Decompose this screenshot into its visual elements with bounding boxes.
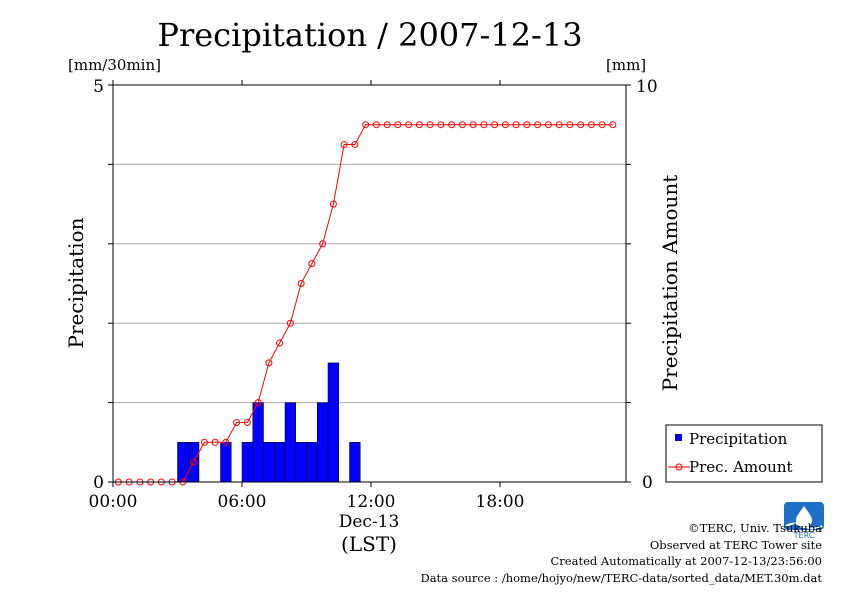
amount-marker xyxy=(523,121,531,129)
gridlines xyxy=(113,163,626,404)
amount-marker xyxy=(308,260,316,268)
precipitation-bar xyxy=(284,402,296,483)
amount-marker xyxy=(405,121,413,129)
amount-marker xyxy=(458,121,466,129)
amount-marker xyxy=(351,141,359,149)
amount-marker xyxy=(437,121,445,129)
precipitation-bar xyxy=(220,442,232,483)
credit-observed: Observed at TERC Tower site xyxy=(649,537,822,552)
x-axis-title: (LST) xyxy=(341,532,397,556)
amount-marker xyxy=(329,200,337,208)
amount-marker xyxy=(587,121,595,129)
amount-marker xyxy=(448,121,456,129)
axis-ticks xyxy=(108,80,631,487)
precipitation-bar xyxy=(274,442,286,483)
x-tick-label: 00:00 xyxy=(89,492,138,512)
precipitation-bar xyxy=(349,442,361,483)
amount-marker xyxy=(383,121,391,129)
left-tick-max: 5 xyxy=(93,77,104,97)
x-tick-labels: 00:00 06:00 12:00 18:00 xyxy=(89,492,525,512)
amount-marker xyxy=(394,121,402,129)
credits: ©TERC, Univ. Tsukuba Observed at TERC To… xyxy=(420,520,822,586)
precipitation-bars xyxy=(177,362,361,483)
amount-marker xyxy=(544,121,552,129)
amount-marker xyxy=(233,418,241,426)
precipitation-bar xyxy=(263,442,275,483)
amount-marker xyxy=(297,280,305,287)
amount-marker xyxy=(415,121,423,129)
legend-amount-marker xyxy=(675,463,683,471)
legend-amount-label: Prec. Amount xyxy=(689,458,793,476)
legend-precipitation-label: Precipitation xyxy=(689,430,788,448)
precipitation-bar xyxy=(317,402,329,483)
precipitation-bar xyxy=(327,362,339,483)
amount-marker xyxy=(491,121,499,129)
credit-created: Created Automatically at 2007-12-13/23:5… xyxy=(550,554,823,568)
amount-marker xyxy=(276,339,284,347)
precipitation-bar xyxy=(306,442,318,483)
logo-text: TERC xyxy=(793,531,815,540)
right-unit-label: [mm] xyxy=(606,56,646,74)
x-date-label: Dec-13 xyxy=(339,512,400,532)
x-tick-label: 12:00 xyxy=(347,492,396,512)
amount-marker xyxy=(372,121,380,129)
right-axis-title: Precipitation Amount xyxy=(658,175,682,392)
amount-marker xyxy=(534,121,542,129)
amount-marker xyxy=(243,418,251,426)
amount-marker xyxy=(200,438,208,446)
credit-source: Data source : /home/hojyo/new/TERC-data/… xyxy=(420,570,822,585)
legend-box xyxy=(665,424,823,483)
amount-marker xyxy=(222,438,230,446)
amount-marker xyxy=(555,121,563,129)
amount-marker xyxy=(577,121,585,129)
amount-marker xyxy=(190,458,198,466)
amount-marker xyxy=(469,121,477,129)
amount-polyline xyxy=(118,124,613,483)
amount-marker xyxy=(566,121,574,129)
amount-marker xyxy=(340,141,348,149)
amount-marker xyxy=(609,121,617,129)
left-axis-title: Precipitation xyxy=(64,217,88,348)
amount-marker xyxy=(319,240,327,248)
amount-marker xyxy=(598,121,606,129)
left-unit-label: [mm/30min] xyxy=(68,56,161,74)
precipitation-bar xyxy=(241,442,253,483)
chart-title: Precipitation / 2007-12-13 xyxy=(157,16,582,54)
legend: Precipitation Prec. Amount xyxy=(665,424,823,483)
amount-marker xyxy=(211,438,219,446)
amount-line xyxy=(114,121,617,486)
amount-marker xyxy=(362,121,370,129)
left-tick-zero: 0 xyxy=(93,473,104,493)
amount-marker xyxy=(254,399,262,407)
amount-marker xyxy=(265,359,273,367)
x-tick-label: 06:00 xyxy=(218,492,267,512)
legend-precipitation-swatch xyxy=(675,434,682,441)
credit-copyright: ©TERC, Univ. Tsukuba xyxy=(688,521,822,535)
amount-marker xyxy=(480,121,488,129)
precipitation-bar xyxy=(295,442,307,483)
x-tick-label: 18:00 xyxy=(476,492,525,512)
plot-frame xyxy=(112,84,627,483)
precipitation-bar xyxy=(252,402,264,483)
amount-marker xyxy=(426,121,434,129)
amount-marker xyxy=(501,121,509,129)
terc-logo: TERC xyxy=(784,502,824,540)
right-tick-zero: 0 xyxy=(642,473,653,493)
amount-marker xyxy=(286,319,294,327)
right-tick-max: 10 xyxy=(636,77,658,97)
amount-marker xyxy=(512,121,520,129)
